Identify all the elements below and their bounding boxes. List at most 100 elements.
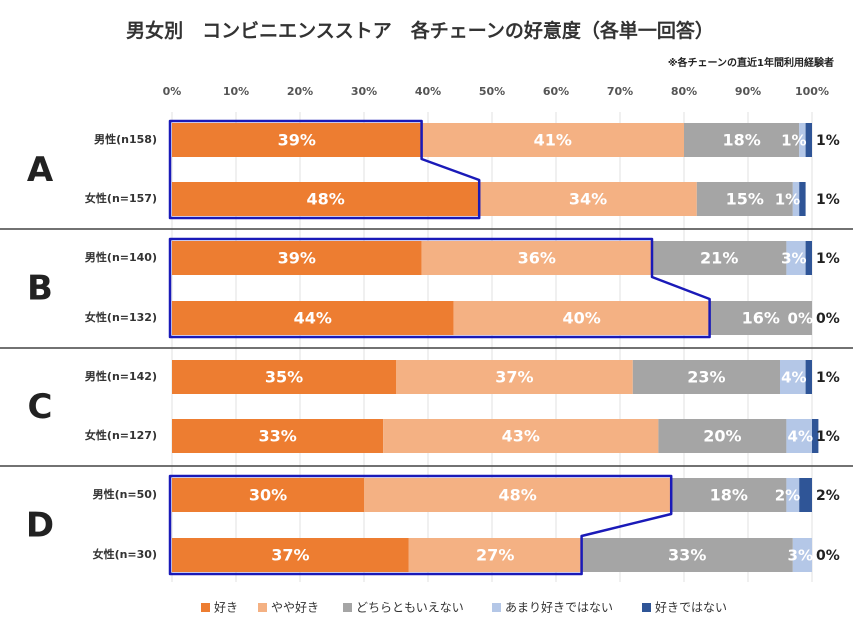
bar-segment-4 [805, 241, 812, 275]
x-tick-label: 90% [735, 85, 761, 98]
bar-segment-3 [786, 241, 806, 275]
bar-segment-1 [421, 241, 652, 275]
data-label: 23% [687, 368, 725, 387]
row-label: 男性(n=50) [93, 487, 157, 501]
bar-segment-0 [172, 478, 364, 512]
legend-label-0: 好き [214, 601, 238, 615]
data-label: 37% [495, 368, 533, 387]
data-label: 18% [710, 486, 748, 505]
x-tick-label: 60% [543, 85, 569, 98]
data-label: 34% [569, 190, 607, 209]
x-tick-label: 10% [223, 85, 249, 98]
bar-segment-3 [792, 538, 812, 572]
x-tick-label: 0% [163, 85, 182, 98]
data-label: 4% [788, 428, 813, 446]
bar-segment-2 [652, 241, 787, 275]
bar-segment-1 [396, 360, 633, 394]
bar-segment-3 [786, 478, 800, 512]
bar-segment-1 [408, 538, 582, 572]
bar-segment-1 [453, 301, 710, 335]
x-tick-label: 50% [479, 85, 505, 98]
group-label-d: D [26, 506, 54, 546]
data-label: 0% [788, 310, 813, 328]
x-tick-label: 80% [671, 85, 697, 98]
legend-label-4: 好きではない [655, 601, 727, 615]
data-label: 1% [775, 191, 800, 209]
data-label: 48% [498, 486, 536, 505]
legend: 好き やや好き どちらともいえない あまり好きではない 好きではない [201, 601, 727, 615]
data-label: 48% [306, 190, 344, 209]
x-tick-label: 40% [415, 85, 441, 98]
data-label: 3% [781, 250, 806, 268]
bar-segment-2 [658, 419, 787, 453]
bar-segment-1 [479, 182, 697, 216]
legend-label-1: やや好き [271, 601, 319, 615]
row-label: 男性(n=142) [85, 369, 157, 383]
bar-segment-2 [581, 538, 793, 572]
group-label-c: C [28, 387, 53, 427]
highlight-outlines [168, 119, 711, 576]
bar-segment-3 [792, 182, 800, 216]
bar-segment-4 [805, 123, 812, 157]
data-label: 15% [726, 190, 764, 209]
data-label: 4% [781, 369, 806, 387]
data-label: 41% [534, 131, 572, 150]
data-label: 39% [278, 131, 316, 150]
bars [172, 123, 819, 572]
legend-swatch-2 [343, 603, 352, 612]
legend-label-2: どちらともいえない [356, 601, 464, 615]
data-label: 44% [294, 309, 332, 328]
row-label: 男性(n158) [94, 132, 157, 146]
data-label: 16% [742, 309, 780, 328]
group-label-b: B [27, 269, 53, 309]
row-label: 男性(n=140) [85, 250, 157, 264]
highlight-outline-a [168, 119, 481, 220]
bar-segment-0 [172, 538, 409, 572]
bar-segment-1 [421, 123, 684, 157]
row-label: 女性(n=127) [85, 428, 157, 442]
data-label: 3% [788, 547, 813, 565]
bar-segment-4 [812, 419, 819, 453]
data-label: 27% [476, 546, 514, 565]
legend-swatch-0 [201, 603, 210, 612]
bar-segment-4 [799, 478, 812, 512]
data-label: 2% [775, 487, 800, 505]
data-label: 33% [258, 427, 296, 446]
bar-segment-2 [696, 182, 793, 216]
chart-title: 男女別 コンビニエンスストア 各チェーンの好意度（各単一回答） [126, 19, 714, 42]
legend-label-3: あまり好きではない [505, 601, 613, 615]
data-label: 30% [249, 486, 287, 505]
bar-segment-4 [799, 182, 806, 216]
legend-swatch-4 [642, 603, 651, 612]
bar-segment-2 [709, 301, 812, 335]
data-label-outside: 1% [816, 133, 840, 149]
bar-segment-0 [172, 182, 480, 216]
row-label: 女性(n=132) [85, 310, 157, 324]
bar-segment-2 [684, 123, 800, 157]
data-label-outside: 0% [816, 548, 840, 564]
highlight-outline-b [168, 237, 711, 339]
data-label: 33% [668, 546, 706, 565]
bar-segment-0 [172, 360, 396, 394]
bar-segment-2 [671, 478, 787, 512]
data-label-outside: 2% [816, 488, 840, 504]
bar-segment-3 [799, 123, 806, 157]
row-label: 女性(n=157) [85, 191, 157, 205]
data-label-outside: 1% [816, 429, 840, 445]
x-tick-label: 70% [607, 85, 633, 98]
bar-segment-4 [805, 360, 812, 394]
data-label-outside: 0% [816, 311, 840, 327]
data-label: 1% [781, 132, 806, 150]
data-label: 39% [278, 249, 316, 268]
x-tick-label: 20% [287, 85, 313, 98]
data-label-outside: 1% [816, 370, 840, 386]
bar-segment-2 [632, 360, 780, 394]
data-label: 40% [562, 309, 600, 328]
chart-note: ※各チェーンの直近1年間利用経験者 [668, 56, 834, 69]
data-label-outside: 1% [816, 251, 840, 267]
labels: A 男性(n158) 39% 41% 18% 1% 1% 女性(n=157) 48% 34% 15%… [26, 131, 840, 565]
highlight-outline-d [168, 474, 673, 576]
bar-segment-0 [172, 123, 422, 157]
bar-segment-0 [172, 301, 454, 335]
